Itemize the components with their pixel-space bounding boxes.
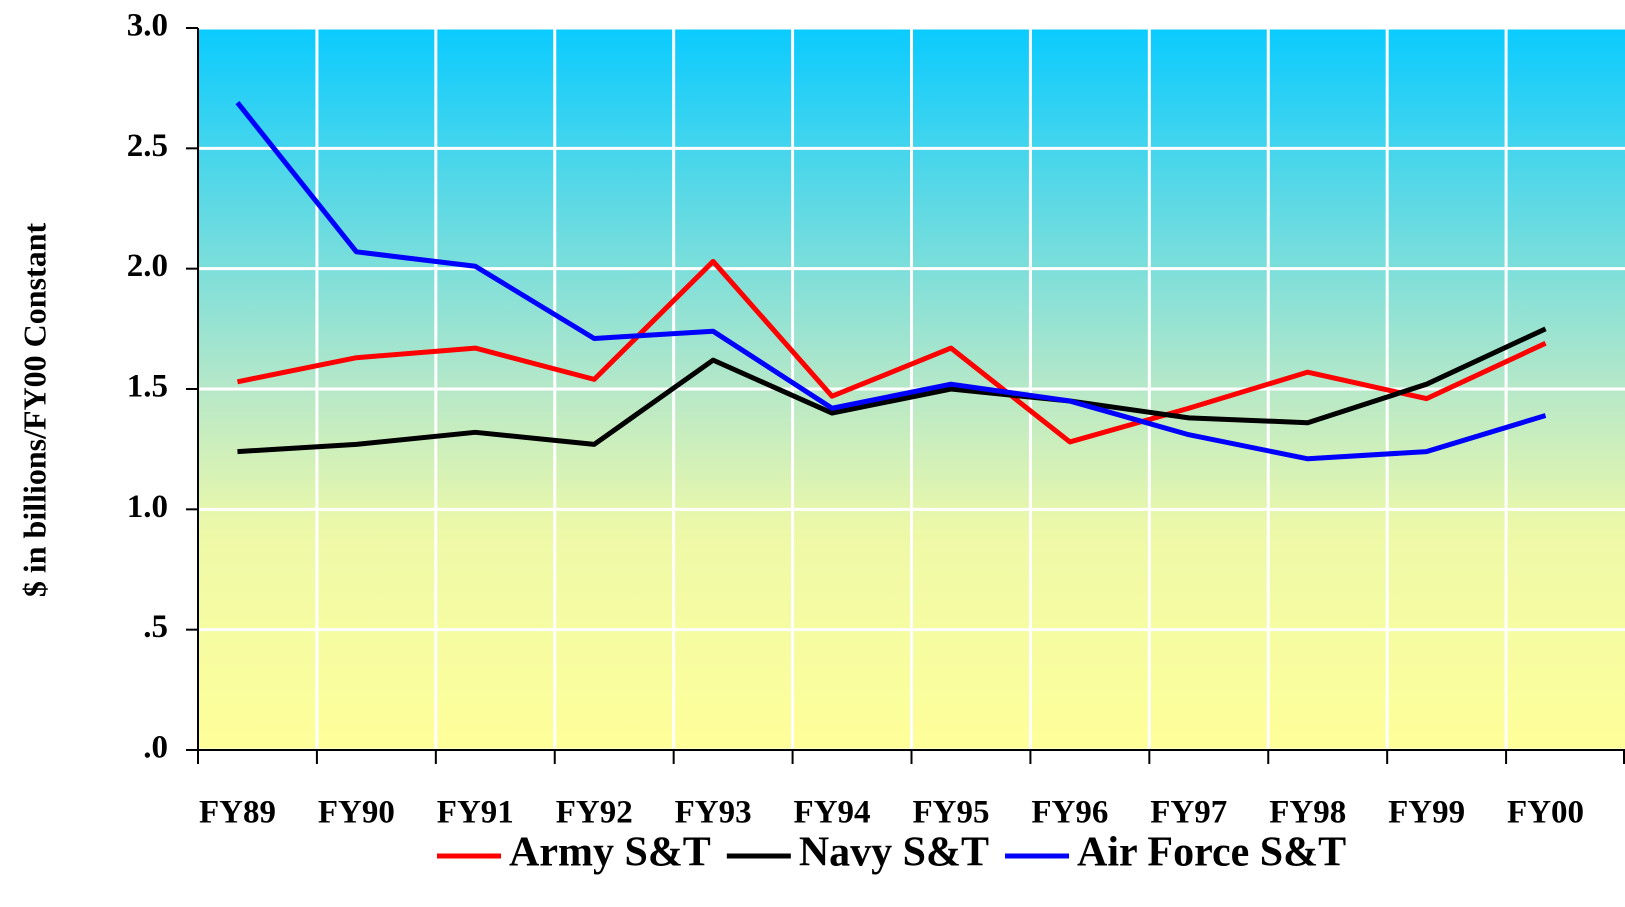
y-tick-label: .5 [143,609,168,645]
y-tick-label: 1.0 [127,489,168,525]
x-tick-label: FY93 [675,795,752,831]
y-tick-label: .0 [143,730,168,766]
x-tick-label: FY97 [1150,795,1227,831]
legend-label: Air Force S&T [1077,830,1346,876]
y-tick-label: 2.5 [127,128,168,164]
series-line [235,101,1547,462]
legend-label: Army S&T [509,830,711,876]
x-tick-label: FY92 [556,795,633,831]
x-tick-label: FY96 [1031,795,1108,831]
y-tick-label: 2.0 [127,248,168,284]
x-tick-label: FY91 [437,795,514,831]
x-tick-label: FY99 [1388,795,1465,831]
x-tick-label: FY94 [794,795,871,831]
series-line [237,326,1547,455]
x-tick-label: FY98 [1269,795,1346,831]
x-tick-label: FY89 [199,795,276,831]
legend-label: Navy S&T [799,830,989,876]
y-tick-label: 1.5 [127,369,168,405]
y-axis-label: $ in billions/FY00 Constant [16,223,52,598]
x-tick-label: FY00 [1507,795,1584,831]
x-tick-label: FY90 [318,795,395,831]
x-tick-label: FY95 [912,795,989,831]
y-tick-label: 3.0 [127,8,168,44]
series-line [236,258,1547,445]
